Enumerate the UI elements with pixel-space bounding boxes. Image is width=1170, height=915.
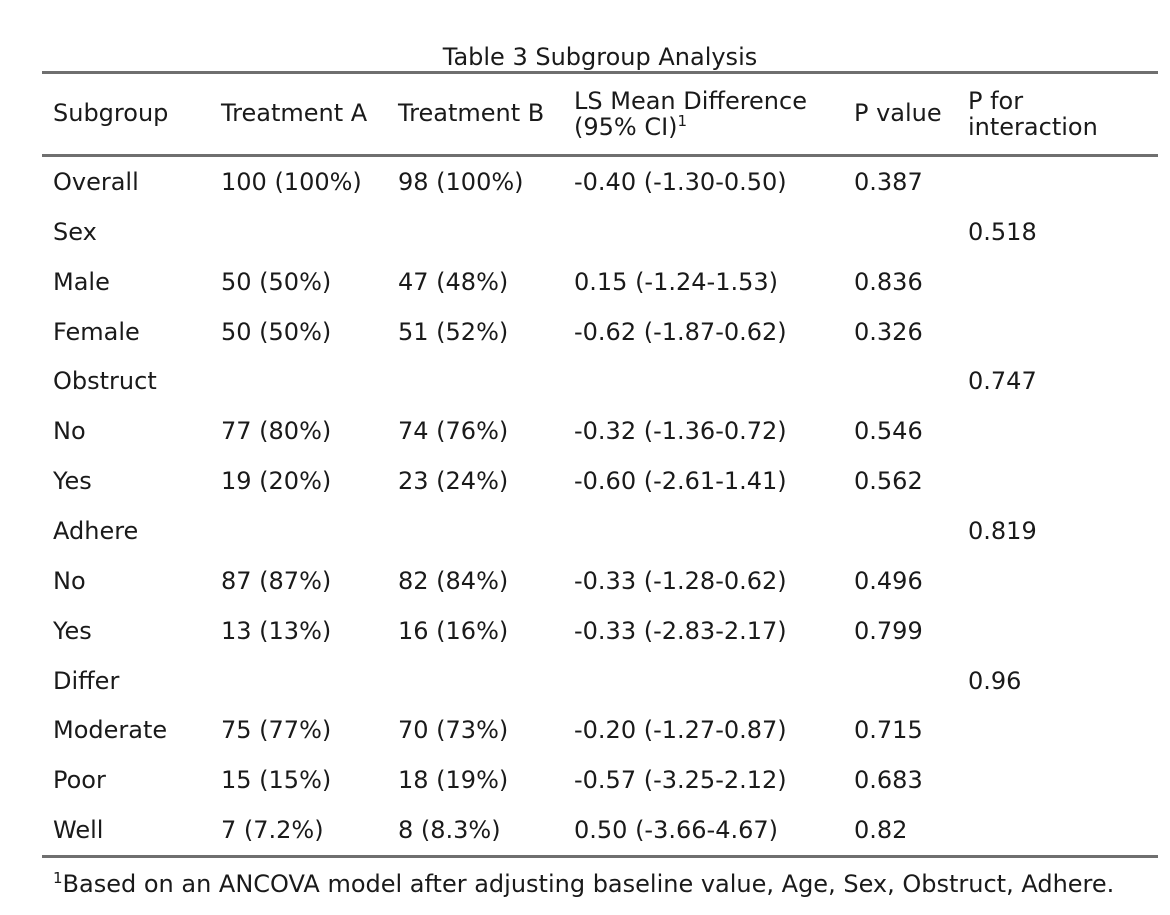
cell-treatment-b: 82 (84%) [398,566,509,595]
cell-subgroup: Yes [53,467,92,496]
header-p-for-interaction: P for interaction [968,88,1098,140]
header-p-value: P value [854,99,942,127]
cell-subgroup: Well [53,816,104,845]
cell-subgroup: Female [53,317,140,346]
cell-subgroup: Overall [53,168,139,196]
cell-p-value: 0.836 [854,267,923,296]
top-rule [42,71,1158,74]
cell-ls-mean-difference: -0.60 (-2.61-1.41) [574,467,787,496]
cell-subgroup: Sex [53,217,97,246]
cell-ls-mean-difference: -0.32 (-1.36-0.72) [574,417,787,446]
cell-subgroup: Obstruct [53,367,157,396]
cell-p-value: 0.562 [854,467,923,496]
cell-subgroup: Yes [53,616,92,645]
cell-p-value: 0.326 [854,317,923,346]
header-subgroup: Subgroup [53,99,169,127]
cell-treatment-b: 23 (24%) [398,467,509,496]
cell-ls-mean-difference: -0.33 (-2.83-2.17) [574,616,787,645]
cell-treatment-a: 19 (20%) [221,467,332,496]
header-treatment-a: Treatment A [221,99,368,127]
cell-subgroup: Differ [53,666,120,695]
cell-p-value: 0.683 [854,766,923,795]
header-ls-mean-line1: LS Mean Difference [574,87,807,115]
cell-p-for-interaction: 0.819 [968,516,1037,545]
cell-treatment-a: 50 (50%) [221,267,332,296]
cell-treatment-a: 50 (50%) [221,317,332,346]
header-ls-mean-footnote-marker: 1 [677,112,688,130]
cell-treatment-b: 51 (52%) [398,317,509,346]
cell-treatment-a: 77 (80%) [221,417,332,446]
cell-ls-mean-difference: -0.33 (-1.28-0.62) [574,566,787,595]
cell-p-value: 0.546 [854,417,923,446]
cell-treatment-b: 16 (16%) [398,616,509,645]
header-ls-mean-ci: (95% CI) [574,113,678,141]
cell-subgroup: Poor [53,766,106,795]
cell-ls-mean-difference: -0.20 (-1.27-0.87) [574,716,787,745]
cell-subgroup: Adhere [53,516,139,545]
cell-treatment-b: 8 (8.3%) [398,816,501,845]
cell-treatment-b: 18 (19%) [398,766,509,795]
cell-ls-mean-difference: -0.62 (-1.87-0.62) [574,317,787,346]
cell-p-for-interaction: 0.518 [968,217,1037,246]
cell-subgroup: Moderate [53,716,168,745]
header-ls-mean-difference: LS Mean Difference (95% CI)1 [574,88,807,140]
cell-p-value: 0.82 [854,816,908,845]
table-caption: Table 3 Subgroup Analysis [442,43,758,71]
footnote: 1Based on an ANCOVA model after adjustin… [53,869,1114,899]
cell-treatment-a: 87 (87%) [221,566,332,595]
cell-treatment-a: 100 (100%) [221,168,362,196]
cell-treatment-a: 7 (7.2%) [221,816,324,845]
header-rule [42,154,1158,157]
cell-treatment-b: 74 (76%) [398,417,509,446]
cell-p-for-interaction: 0.747 [968,367,1037,396]
cell-treatment-a: 13 (13%) [221,616,332,645]
cell-subgroup: No [53,566,86,595]
header-ls-mean-line2: (95% CI)1 [574,112,807,141]
cell-ls-mean-difference: -0.40 (-1.30-0.50) [574,168,787,196]
cell-treatment-a: 15 (15%) [221,766,332,795]
cell-treatment-a: 75 (77%) [221,716,332,745]
cell-treatment-b: 98 (100%) [398,168,524,196]
cell-ls-mean-difference: -0.57 (-3.25-2.12) [574,766,787,795]
cell-subgroup: Male [53,267,110,296]
cell-p-value: 0.496 [854,566,923,595]
cell-ls-mean-difference: 0.50 (-3.66-4.67) [574,816,778,845]
cell-treatment-b: 47 (48%) [398,267,509,296]
header-p-interaction-line1: P for [968,87,1024,115]
cell-p-value: 0.799 [854,616,923,645]
cell-p-value: 0.715 [854,716,923,745]
header-p-interaction-line2: interaction [968,113,1098,141]
cell-ls-mean-difference: 0.15 (-1.24-1.53) [574,267,778,296]
cell-treatment-b: 70 (73%) [398,716,509,745]
bottom-rule [42,855,1158,858]
cell-subgroup: No [53,417,86,446]
cell-p-value: 0.387 [854,168,923,196]
cell-p-for-interaction: 0.96 [968,666,1022,695]
footnote-text: Based on an ANCOVA model after adjusting… [62,870,1115,898]
footnote-marker: 1 [53,869,63,887]
header-treatment-b: Treatment B [398,99,545,127]
